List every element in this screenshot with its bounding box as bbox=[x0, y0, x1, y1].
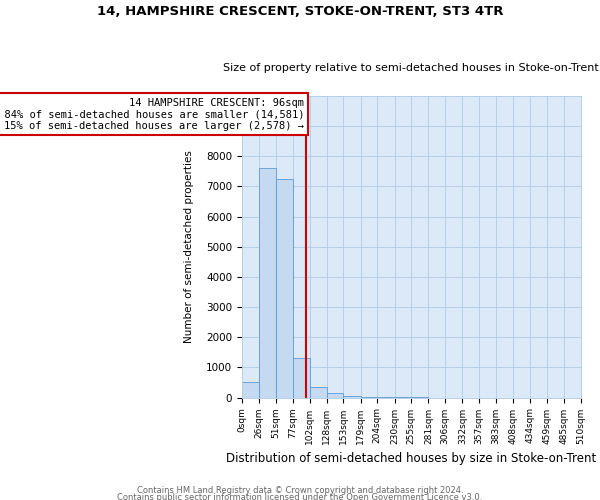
Y-axis label: Number of semi-detached properties: Number of semi-detached properties bbox=[184, 150, 194, 343]
Bar bbox=[275, 179, 293, 398]
Text: 14 HAMPSHIRE CRESCENT: 96sqm
← 84% of semi-detached houses are smaller (14,581)
: 14 HAMPSHIRE CRESCENT: 96sqm ← 84% of se… bbox=[0, 98, 304, 130]
Bar bbox=[293, 358, 310, 398]
Bar bbox=[327, 393, 343, 398]
Bar bbox=[242, 382, 259, 398]
Text: 14, HAMPSHIRE CRESCENT, STOKE-ON-TRENT, ST3 4TR: 14, HAMPSHIRE CRESCENT, STOKE-ON-TRENT, … bbox=[97, 5, 503, 18]
Bar bbox=[259, 168, 275, 398]
Bar bbox=[361, 397, 377, 398]
Text: Contains HM Land Registry data © Crown copyright and database right 2024.: Contains HM Land Registry data © Crown c… bbox=[137, 486, 463, 495]
Title: Size of property relative to semi-detached houses in Stoke-on-Trent: Size of property relative to semi-detach… bbox=[223, 63, 599, 73]
Text: Contains public sector information licensed under the Open Government Licence v3: Contains public sector information licen… bbox=[118, 494, 482, 500]
Bar bbox=[343, 396, 361, 398]
X-axis label: Distribution of semi-detached houses by size in Stoke-on-Trent: Distribution of semi-detached houses by … bbox=[226, 452, 596, 465]
Bar bbox=[310, 387, 327, 398]
